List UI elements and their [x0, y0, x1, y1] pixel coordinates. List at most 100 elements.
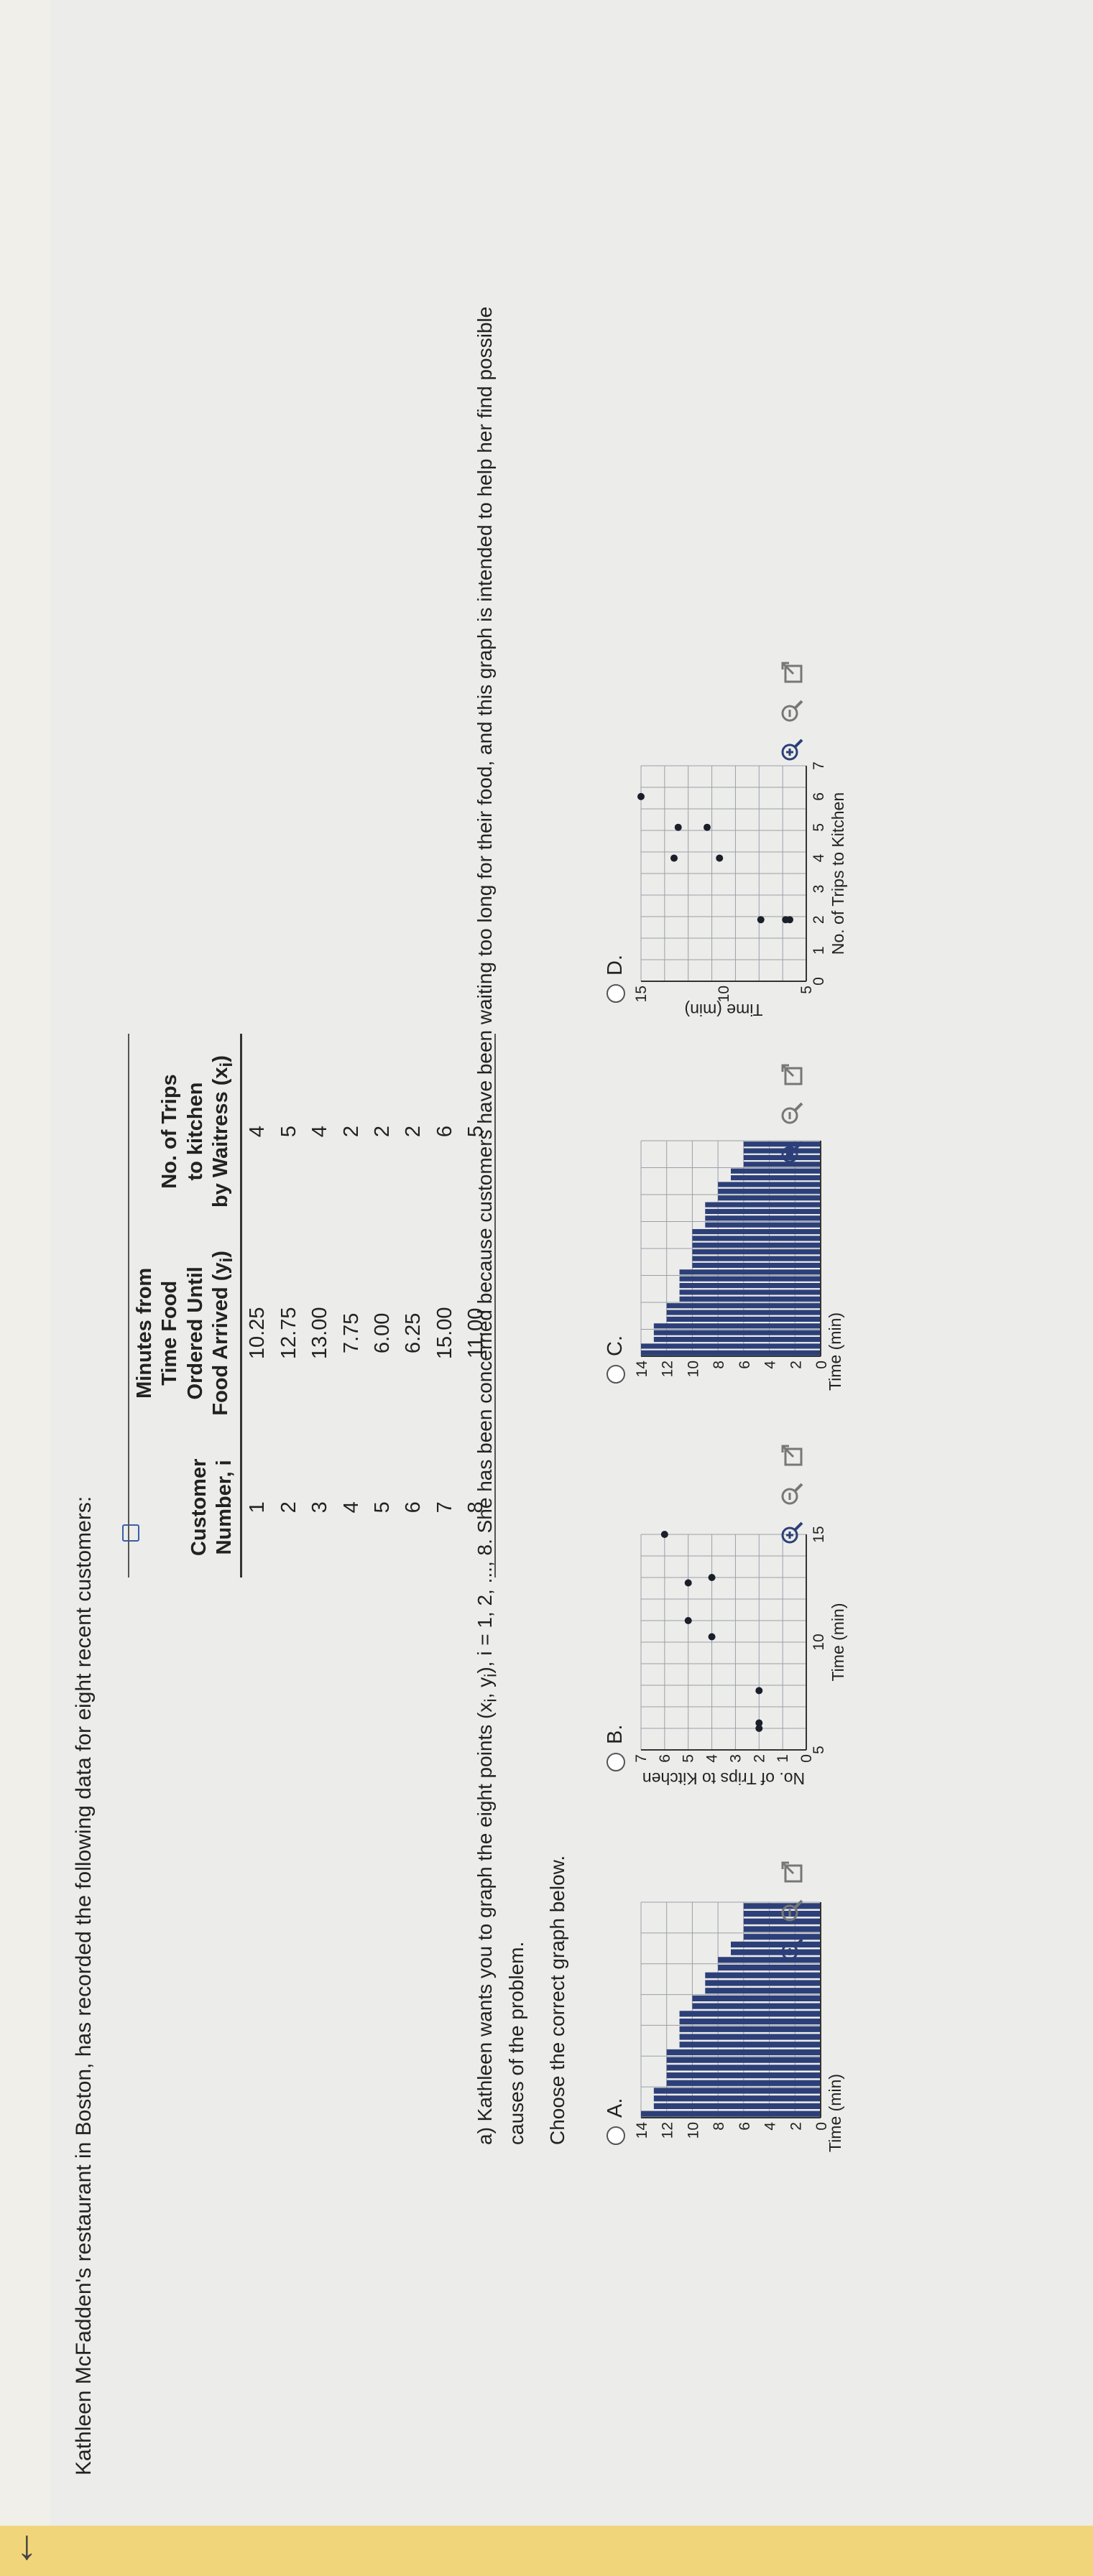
bar	[743, 1934, 821, 1940]
bar	[731, 1949, 821, 1955]
bar	[743, 1162, 821, 1167]
bar	[679, 2026, 821, 2032]
data-point	[684, 1579, 692, 1587]
bar	[692, 1249, 821, 1255]
zoom-out-icon[interactable]	[776, 695, 808, 727]
zoom-in-icon[interactable]	[776, 734, 808, 766]
bar	[653, 2095, 821, 2102]
bar	[731, 1175, 821, 1181]
zoom-in-icon[interactable]	[776, 1934, 808, 1965]
y-tick-label: 12	[660, 1361, 676, 1377]
y-tick-label: 5	[681, 1754, 697, 1763]
graph-d-tools	[776, 657, 808, 766]
bar	[679, 1289, 821, 1295]
x-tick-label: 5	[811, 1746, 827, 1754]
bar	[653, 1337, 821, 1343]
y-tick-label: 10	[685, 2122, 701, 2139]
y-tick-label: 15	[633, 986, 650, 1002]
x-tick-label: 15	[811, 1526, 827, 1542]
bar	[679, 2042, 821, 2048]
bar	[718, 1957, 821, 1963]
bar	[692, 1262, 821, 1268]
data-point	[684, 1617, 692, 1624]
bar	[743, 1918, 821, 1924]
bar	[666, 1303, 821, 1309]
bar	[718, 1182, 821, 1187]
data-point	[755, 1725, 763, 1732]
y-tick-label: 14	[634, 1361, 650, 1378]
bar	[666, 2072, 821, 2079]
popout-icon[interactable]	[776, 1059, 808, 1090]
bar	[692, 1995, 821, 2001]
left-accent-bar	[0, 2526, 1093, 2576]
y-tick-label: 1	[775, 1754, 791, 1763]
bar	[743, 1903, 821, 1909]
popout-icon[interactable]	[776, 1856, 808, 1888]
bar	[679, 2011, 821, 2017]
y-tick-label: 14	[634, 2122, 650, 2139]
option-b[interactable]: B.	[604, 1725, 627, 1771]
popout-icon[interactable]	[776, 657, 808, 688]
bar	[679, 1276, 821, 1282]
option-a[interactable]: A.	[604, 2098, 627, 2145]
scatter-chart-svg: 0 1 2 3 4 5 6 7 5 10 15 No. of Trips to Kitchen Time…	[633, 761, 847, 1019]
bar	[692, 1256, 821, 1261]
bar	[666, 2065, 821, 2071]
y-tick-label: 10	[685, 1361, 701, 1377]
bar	[666, 2080, 821, 2086]
bar	[653, 1330, 821, 1335]
bar	[718, 1188, 821, 1194]
y-tick-label: 12	[660, 2122, 676, 2139]
bar	[666, 2049, 821, 2055]
table-row: 6 6.25 2	[402, 1125, 425, 1514]
graph-c: 0 2 4 6 8 10 12 14 Time (min)	[632, 1134, 844, 1391]
x-axis-label: No. of Trips to Kitchen	[829, 792, 847, 955]
x-tick-label: 7	[811, 761, 827, 770]
y-tick-label: 0	[813, 1361, 830, 1369]
x-tick-label: 6	[811, 792, 827, 801]
y-axis-label: Time (min)	[826, 2074, 844, 2152]
bar	[679, 2034, 821, 2040]
bar	[653, 2088, 821, 2094]
data-point	[708, 1633, 716, 1641]
popout-icon[interactable]	[776, 1440, 808, 1471]
y-axis-label: No. of Trips to Kitchen	[642, 1769, 805, 1788]
graph-b-tools	[776, 1440, 808, 1549]
y-tick-label: 8	[711, 1361, 727, 1369]
zoom-out-icon[interactable]	[776, 1478, 808, 1510]
zoom-out-icon[interactable]	[776, 1895, 808, 1927]
data-point	[660, 1531, 668, 1538]
data-point	[755, 1719, 763, 1727]
y-tick-label: 6	[737, 1361, 753, 1369]
y-tick-label: 10	[716, 986, 732, 1002]
y-tick-label: 3	[727, 1754, 744, 1763]
bar	[641, 2111, 821, 2117]
bar	[705, 1202, 821, 1208]
zoom-in-icon[interactable]	[776, 1517, 808, 1549]
data-point	[637, 792, 645, 800]
data-point	[757, 916, 765, 924]
y-tick-label: 0	[813, 2122, 830, 2131]
back-arrow-icon[interactable]: ←	[0, 2527, 43, 2569]
bar	[705, 1222, 821, 1228]
bar	[692, 1229, 821, 1235]
data-point	[674, 823, 682, 831]
zoom-in-icon[interactable]	[776, 1136, 808, 1168]
option-c[interactable]: C.	[604, 1335, 627, 1384]
bar	[705, 1208, 821, 1214]
option-c-radio[interactable]	[606, 1365, 625, 1384]
option-a-radio[interactable]	[606, 2126, 625, 2145]
table-row: 1 10.25 4	[246, 1125, 269, 1514]
y-axis-label: Time (min)	[826, 1312, 844, 1391]
x-tick-label: 3	[811, 885, 827, 894]
question-text: a) Kathleen wants you to graph the eight…	[474, 306, 528, 2145]
top-bar	[0, 0, 50, 2526]
option-d-radio[interactable]	[606, 984, 625, 1003]
zoom-out-icon[interactable]	[776, 1098, 808, 1129]
option-b-radio[interactable]	[606, 1753, 625, 1771]
bar	[692, 1242, 821, 1248]
option-d[interactable]: D.	[604, 955, 627, 1003]
